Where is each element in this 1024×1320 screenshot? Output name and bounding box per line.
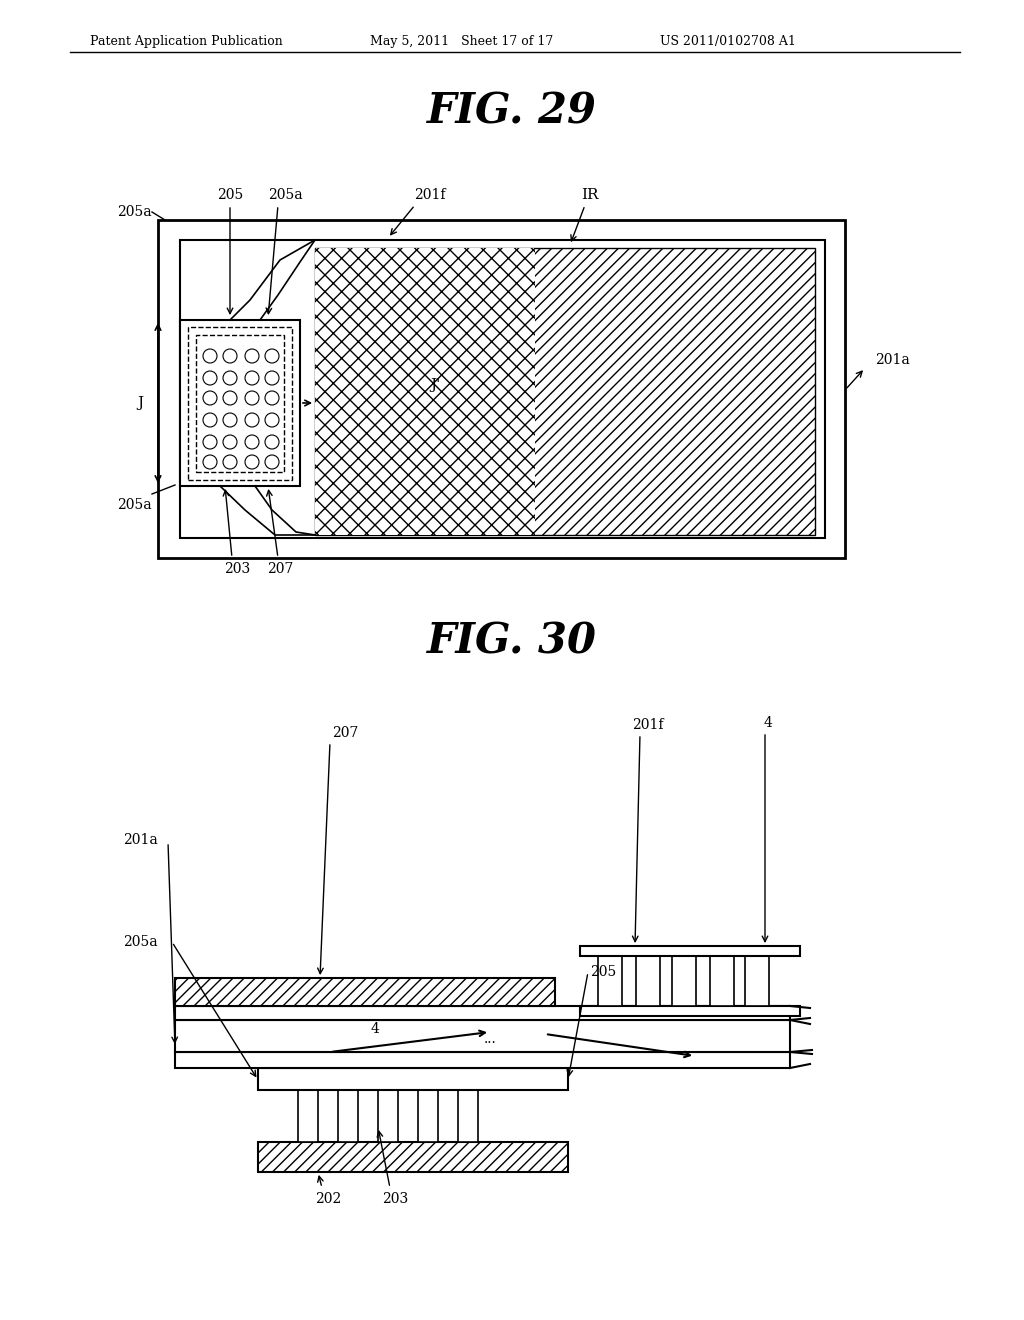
Circle shape bbox=[265, 371, 279, 385]
Text: 207: 207 bbox=[267, 562, 293, 576]
Circle shape bbox=[223, 455, 237, 469]
Text: 205: 205 bbox=[590, 965, 616, 979]
Text: 201f: 201f bbox=[415, 187, 445, 202]
Bar bbox=[598, 956, 622, 1006]
Text: 205a: 205a bbox=[118, 205, 152, 219]
Circle shape bbox=[245, 391, 259, 405]
Text: Patent Application Publication: Patent Application Publication bbox=[90, 36, 283, 48]
Circle shape bbox=[203, 348, 217, 363]
Text: May 5, 2011   Sheet 17 of 17: May 5, 2011 Sheet 17 of 17 bbox=[370, 36, 553, 48]
Bar bbox=[188, 327, 292, 480]
Bar bbox=[158, 220, 845, 558]
Text: FIG. 30: FIG. 30 bbox=[427, 620, 597, 663]
Bar bbox=[196, 335, 284, 473]
Circle shape bbox=[245, 371, 259, 385]
Circle shape bbox=[203, 436, 217, 449]
Bar bbox=[315, 248, 815, 535]
Bar bbox=[180, 319, 300, 486]
Bar bbox=[338, 1090, 358, 1142]
Bar bbox=[175, 1052, 790, 1068]
Bar bbox=[175, 978, 555, 1006]
Text: 203: 203 bbox=[382, 1192, 409, 1206]
Bar bbox=[258, 1142, 568, 1172]
Text: 202: 202 bbox=[314, 1192, 341, 1206]
Circle shape bbox=[223, 348, 237, 363]
Text: 203: 203 bbox=[224, 562, 250, 576]
Bar bbox=[710, 956, 734, 1006]
Text: ...: ... bbox=[483, 1032, 497, 1045]
Bar bbox=[636, 956, 660, 1006]
Circle shape bbox=[245, 348, 259, 363]
Circle shape bbox=[223, 371, 237, 385]
Bar bbox=[745, 956, 769, 1006]
Text: US 2011/0102708 A1: US 2011/0102708 A1 bbox=[660, 36, 796, 48]
Bar bbox=[580, 1006, 800, 1016]
Text: IR: IR bbox=[582, 187, 599, 202]
Text: 201f: 201f bbox=[632, 718, 664, 733]
Text: 201a: 201a bbox=[874, 352, 909, 367]
Circle shape bbox=[245, 455, 259, 469]
Circle shape bbox=[203, 413, 217, 426]
Bar bbox=[580, 946, 800, 956]
Bar bbox=[258, 1068, 568, 1090]
Circle shape bbox=[203, 371, 217, 385]
Bar bbox=[298, 1090, 318, 1142]
Circle shape bbox=[265, 436, 279, 449]
Circle shape bbox=[245, 436, 259, 449]
Bar bbox=[378, 1090, 398, 1142]
Bar bbox=[672, 956, 696, 1006]
Circle shape bbox=[245, 413, 259, 426]
Circle shape bbox=[265, 413, 279, 426]
Text: 207: 207 bbox=[332, 726, 358, 741]
Text: FIG. 29: FIG. 29 bbox=[427, 90, 597, 132]
Circle shape bbox=[265, 455, 279, 469]
Bar bbox=[315, 248, 535, 535]
Circle shape bbox=[203, 391, 217, 405]
Bar bbox=[458, 1090, 478, 1142]
Bar bbox=[175, 1006, 790, 1020]
Circle shape bbox=[203, 455, 217, 469]
Circle shape bbox=[265, 348, 279, 363]
Circle shape bbox=[223, 436, 237, 449]
Text: 205a: 205a bbox=[123, 935, 158, 949]
Bar bbox=[180, 240, 825, 539]
Text: J: J bbox=[137, 396, 143, 411]
Text: 4: 4 bbox=[371, 1022, 380, 1036]
Text: 205a: 205a bbox=[118, 498, 152, 512]
Circle shape bbox=[265, 391, 279, 405]
Bar bbox=[175, 1020, 790, 1052]
Text: 201a: 201a bbox=[123, 833, 158, 847]
Circle shape bbox=[223, 413, 237, 426]
Text: 205a: 205a bbox=[267, 187, 302, 202]
Text: 4: 4 bbox=[764, 715, 772, 730]
Circle shape bbox=[223, 391, 237, 405]
Text: 205: 205 bbox=[217, 187, 243, 202]
Text: J': J' bbox=[430, 378, 440, 392]
Bar bbox=[418, 1090, 438, 1142]
